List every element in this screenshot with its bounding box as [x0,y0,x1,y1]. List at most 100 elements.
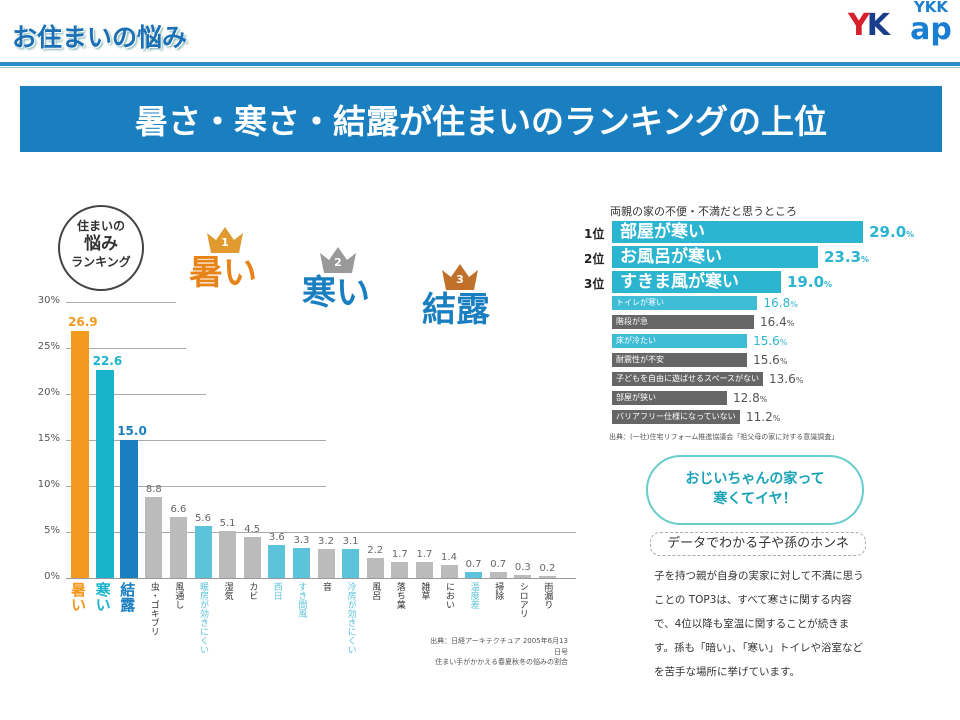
value-label: 0.2 [539,563,556,575]
rank-3: 3 結露 [422,262,490,329]
bar [71,330,89,578]
category-label: シロアリ [517,582,528,618]
value-label: 15.6% [753,353,788,367]
bar: バリアフリー仕様になっていない [612,410,740,424]
badge-line: 住まいの [76,219,125,233]
bar: トイレが寒い [612,296,758,310]
bar [145,497,163,578]
bar [194,526,212,578]
crown-number: 2 [334,256,342,269]
ranking-badge: 住まいの 悩み ランキング [58,205,144,291]
ykk-ap-logo: YKK ap [910,0,952,47]
value-label: 1.7 [416,549,433,561]
value-label: 16.4% [760,315,795,329]
category-label: 雨漏り [542,582,553,609]
y-tick-label: 25% [37,341,60,352]
crown-icon: 3 [440,262,480,292]
unit-label: % [786,319,795,328]
value-label: 4.5 [244,523,261,535]
bar: お風呂が寒い [612,246,818,268]
y-tick-label: 15% [37,433,60,444]
value-label: 3.3 [293,534,310,546]
category-label: カビ [247,582,258,600]
bar [489,571,507,578]
unit-label: % [759,395,768,404]
value-label: 19.0% [787,273,833,291]
bar [465,571,483,578]
yk-logo: YK [848,8,890,43]
bar [415,562,433,578]
bar [391,562,409,578]
speech-bubble: おじいちゃんの家って 寒くてイヤ！ [646,455,864,525]
crown-icon: 2 [318,245,358,275]
gridline [66,486,326,487]
category-label: 冷房が効きにくい [345,582,356,654]
value-label: 23.3% [824,248,870,266]
y-tick-label: 5% [44,525,60,536]
value-label: 0.3 [514,562,531,574]
section-heading: データでわかる子や孫のホンネ [650,532,866,556]
gridline [66,440,326,441]
gridline [66,394,206,395]
unit-label: % [906,230,915,239]
value-label: 2.2 [367,544,384,556]
bar [440,565,458,578]
category-label: 落ち葉 [394,582,405,609]
unit-label: % [861,255,870,264]
bar [538,576,556,578]
bar [243,536,261,578]
crown-number: 3 [456,273,464,286]
value-label: 0.7 [490,558,507,570]
bar [317,548,335,578]
unit-label: % [795,376,804,385]
unit-label: % [790,300,798,309]
bar [292,547,310,578]
bar: すきま風が寒い [612,271,781,293]
value-label: 0.7 [465,558,482,570]
rank-1: 1 暑い [189,225,257,292]
gridline [66,302,176,303]
unit-label: % [779,357,788,366]
rank-label: 2位 [584,252,605,266]
category-label: 音 [321,582,331,591]
left-chart-source: 出典：日経アーキテクチュア 2005年6月13日号 住まい手がかかえる春夏秋冬の悩… [430,637,568,666]
value-label: 11.2% [746,410,781,424]
value-label: 22.6 [92,354,123,369]
rank-label: 寒い [302,273,370,313]
y-tick-label: 20% [37,387,60,398]
gridline [66,348,186,349]
bar: 耐震性が不安 [612,353,748,367]
value-label: 15.6% [753,334,788,348]
value-label: 26.9 [68,314,98,329]
y-tick-label: 0% [44,571,60,582]
value-label: 12.8% [733,391,768,405]
crown-number: 1 [221,236,229,249]
badge-line: 悩み [84,234,118,254]
category-label: 虫・ゴキブリ [148,582,159,636]
value-label: 3.2 [318,535,334,547]
category-label: すき間風 [296,582,307,618]
bar: 部屋が寒い [612,221,864,243]
crown-icon: 1 [205,225,245,255]
bar: 階段が急 [612,315,755,329]
value-label: 8.8 [145,484,162,496]
unit-label: % [772,414,781,423]
unit-label: % [779,338,788,347]
category-label: 風通し [173,582,184,609]
rank-label: 1位 [584,227,605,241]
value-label: 1.4 [441,552,457,564]
value-label: 13.6% [769,372,804,386]
category-label: 雑草 [419,582,430,600]
bar [514,575,532,578]
bar [95,370,114,578]
category-label: 暖房が効きにくい [198,582,208,654]
value-label: 5.1 [219,518,236,530]
unit-label: % [824,280,833,289]
value-label: 1.7 [391,549,408,561]
gridline [66,532,576,533]
badge-line: ランキング [71,255,131,270]
header-divider-thin [0,67,960,68]
value-label: 6.6 [170,504,187,516]
category-label: 結露 [118,582,137,612]
value-label: 5.6 [195,513,211,525]
